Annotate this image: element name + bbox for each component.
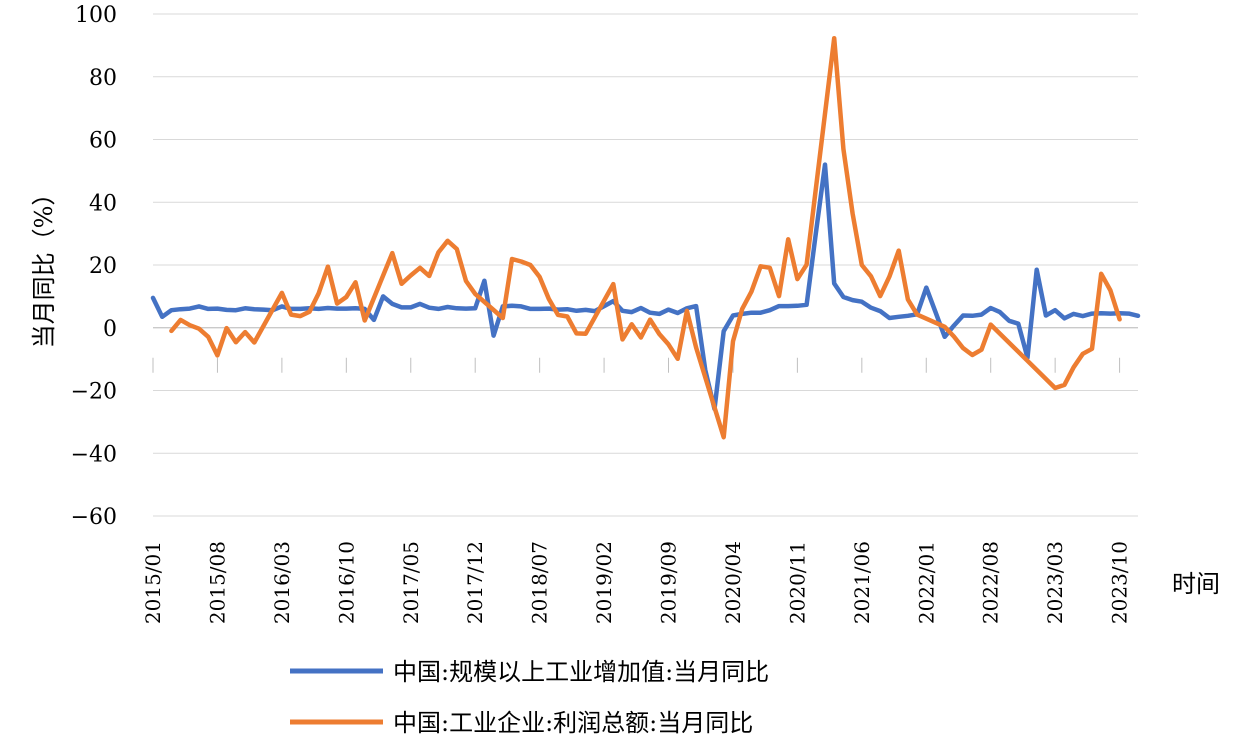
x-tick-label: 2020/04 xyxy=(721,541,745,624)
y-tick-label: 100 xyxy=(75,3,117,28)
x-tick-label: 2017/05 xyxy=(399,541,423,624)
x-tick-label: 2019/09 xyxy=(657,541,681,624)
x-tick-label: 2023/10 xyxy=(1108,541,1132,624)
legend: 中国:规模以上工业增加值:当月同比 中国:工业企业:利润总额:当月同比 xyxy=(290,658,769,737)
x-tick-label: 2021/06 xyxy=(850,541,874,624)
x-tick-label: 2023/03 xyxy=(1043,541,1067,624)
x-tick-label: 2015/01 xyxy=(141,541,165,624)
x-tick-label: 2022/08 xyxy=(979,541,1003,624)
x-tick-label: 2019/02 xyxy=(592,541,616,624)
y-tick-label: −20 xyxy=(71,380,117,405)
y-tick-label: −60 xyxy=(71,505,117,530)
x-tick-labels: 2015/01 2015/08 2016/03 2016/10 2017/05 2017/… xyxy=(141,541,1132,624)
y-tick-label: 0 xyxy=(103,317,117,342)
gridlines xyxy=(153,13,1138,517)
x-axis-title: 时间 xyxy=(1172,570,1220,598)
x-axis xyxy=(152,327,1138,373)
x-tick-label: 2022/01 xyxy=(914,541,938,624)
x-tick-label: 2016/03 xyxy=(270,541,294,624)
x-tick-label: 2017/12 xyxy=(463,541,487,624)
y-tick-label: 40 xyxy=(89,191,117,216)
x-tick-label: 2018/07 xyxy=(528,541,552,624)
legend-label-industrial-value: 中国:规模以上工业增加值:当月同比 xyxy=(393,658,769,686)
series-line-industrial-value xyxy=(150,162,1141,412)
x-tick-label: 2015/08 xyxy=(205,541,229,624)
x-tick-label: 2020/11 xyxy=(785,541,809,624)
legend-label-industrial-profit: 中国:工业企业:利润总额:当月同比 xyxy=(393,709,753,737)
series-line-industrial-profit xyxy=(169,35,1122,440)
y-tick-label: 20 xyxy=(89,254,117,279)
y-axis-title: 当月同比（%） xyxy=(30,182,58,349)
y-tick-label: −40 xyxy=(71,442,117,467)
y-tick-label: 80 xyxy=(89,66,117,91)
y-tick-label: 60 xyxy=(89,129,117,154)
y-tick-labels: 100 80 60 40 20 0 −20 −40 −60 xyxy=(71,3,117,530)
x-tick-label: 2016/10 xyxy=(334,541,358,624)
series-lines xyxy=(150,35,1141,440)
